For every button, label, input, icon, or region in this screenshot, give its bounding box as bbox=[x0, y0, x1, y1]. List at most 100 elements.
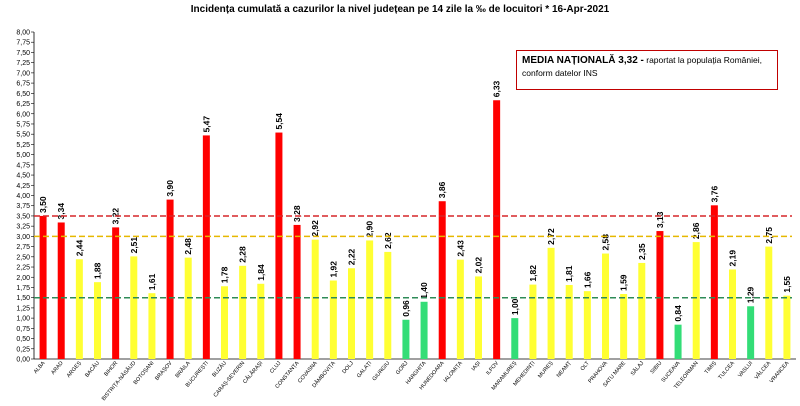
x-tick-label: BACĂU bbox=[83, 360, 101, 379]
national-average-note: MEDIA NAȚIONALĂ 3,32 - raportat la popul… bbox=[516, 50, 778, 90]
bar-teleorman bbox=[692, 242, 700, 359]
data-label: 1,00 bbox=[510, 298, 520, 315]
data-label: 2,35 bbox=[637, 243, 647, 260]
data-label: 1,66 bbox=[582, 271, 592, 288]
y-tick-label: 3,50 bbox=[16, 213, 30, 220]
y-tick-label: 7,00 bbox=[16, 70, 30, 77]
y-tick-label: 6,50 bbox=[16, 91, 30, 98]
bar-constanța bbox=[293, 224, 301, 359]
x-tick-label: GALAȚI bbox=[356, 360, 373, 379]
y-tick-label: 4,00 bbox=[16, 193, 30, 200]
x-tick-label: TULCEA bbox=[717, 360, 736, 381]
data-label: 0,96 bbox=[401, 300, 411, 317]
bar-sibiu bbox=[656, 231, 664, 359]
bar-argeș bbox=[75, 259, 83, 359]
y-tick-label: 0,25 bbox=[16, 346, 30, 353]
data-label: 2,22 bbox=[347, 248, 357, 265]
data-label: 3,50 bbox=[38, 196, 48, 213]
bar-covasna bbox=[311, 239, 319, 359]
bar-caraș-severin bbox=[239, 265, 247, 359]
x-tick-label: MUREȘ bbox=[537, 360, 555, 379]
y-tick-label: 1,50 bbox=[16, 295, 30, 302]
y-tick-label: 2,75 bbox=[16, 244, 30, 251]
bar-bistrița-năsăud bbox=[130, 256, 138, 359]
bar-prahova bbox=[602, 253, 609, 359]
data-label: 1,81 bbox=[564, 265, 574, 282]
bar-alba bbox=[39, 215, 47, 359]
data-label: 3,90 bbox=[165, 180, 175, 197]
data-label: 2,02 bbox=[474, 257, 484, 274]
x-tick-label: GORJ bbox=[395, 360, 410, 376]
data-label: 2,92 bbox=[310, 220, 320, 237]
x-tick-label: ARAD bbox=[50, 360, 64, 376]
y-tick-label: 5,00 bbox=[16, 152, 30, 159]
data-label: 1,55 bbox=[782, 276, 792, 293]
y-tick-label: 2,50 bbox=[16, 254, 30, 261]
note-bold-text: MEDIA NAȚIONALĂ 3,32 - bbox=[522, 55, 644, 66]
x-tick-label: IAȘI bbox=[471, 360, 483, 372]
y-tick-label: 5,75 bbox=[16, 121, 30, 128]
bar-bucurești bbox=[202, 135, 210, 359]
data-label: 1,40 bbox=[419, 282, 429, 299]
data-label: 1,29 bbox=[746, 286, 756, 303]
x-tick-label: SĂLAJ bbox=[629, 360, 645, 378]
x-tick-label: NEAMȚ bbox=[556, 360, 573, 379]
y-tick-label: 6,25 bbox=[16, 101, 30, 108]
data-label: 3,34 bbox=[56, 203, 66, 220]
x-tick-label: ARGEȘ bbox=[66, 360, 83, 379]
data-label: 0,84 bbox=[673, 305, 683, 322]
bar-maramureș bbox=[511, 318, 519, 359]
data-label: 1,59 bbox=[619, 274, 629, 291]
y-tick-label: 8,00 bbox=[16, 30, 30, 37]
y-tick-label: 5,25 bbox=[16, 142, 30, 149]
bar-ilfov bbox=[493, 100, 501, 359]
data-label: 2,19 bbox=[728, 250, 738, 267]
bar-vâlcea bbox=[765, 246, 773, 359]
data-label: 2,43 bbox=[455, 240, 465, 257]
data-label: 2,44 bbox=[74, 239, 84, 256]
data-label: 1,78 bbox=[220, 266, 230, 283]
bar-brăila bbox=[184, 257, 192, 359]
y-tick-label: 6,75 bbox=[16, 81, 30, 88]
y-tick-label: 5,50 bbox=[16, 132, 30, 139]
note-text-2: conform datelor INS bbox=[522, 68, 598, 78]
bar-cluj bbox=[275, 132, 283, 359]
bar-mehedinți bbox=[529, 284, 537, 359]
bar-dâmbovița bbox=[329, 280, 337, 359]
bar-vrancea bbox=[783, 295, 791, 359]
bar-mureș bbox=[547, 247, 555, 359]
x-tick-label: TIMIȘ bbox=[704, 360, 718, 375]
bar-timiș bbox=[710, 205, 718, 359]
data-label: 3,28 bbox=[292, 205, 302, 222]
data-label: 1,92 bbox=[328, 261, 338, 278]
x-tick-label: BRĂILA bbox=[174, 360, 192, 380]
y-tick-label: 2,25 bbox=[16, 265, 30, 272]
bar-harghita bbox=[420, 301, 428, 359]
bar-olt bbox=[583, 291, 591, 359]
data-label: 2,58 bbox=[601, 234, 611, 251]
x-tick-label: SIBIU bbox=[650, 360, 664, 375]
y-tick-label: 7,75 bbox=[16, 40, 30, 47]
bar-tulcea bbox=[729, 269, 736, 359]
bar-neamț bbox=[565, 285, 573, 359]
data-label: 1,88 bbox=[93, 262, 103, 279]
y-tick-label: 6,00 bbox=[16, 111, 30, 118]
bar-suceava bbox=[674, 324, 682, 359]
y-tick-label: 3,00 bbox=[16, 234, 30, 241]
data-label: 2,62 bbox=[383, 232, 393, 249]
x-tick-label: BISTRIȚA-NĂSĂUD bbox=[100, 360, 137, 402]
bar-sălaj bbox=[638, 262, 646, 359]
x-tick-label: VASLUI bbox=[737, 360, 754, 379]
bar-bihor bbox=[112, 227, 120, 359]
data-label: 1,82 bbox=[528, 265, 538, 282]
data-label: 2,75 bbox=[764, 227, 774, 244]
x-tick-label: ILFOV bbox=[485, 360, 500, 376]
data-label: 2,48 bbox=[183, 238, 193, 255]
data-label: 3,13 bbox=[655, 211, 665, 228]
bar-vaslui bbox=[747, 306, 755, 359]
bar-satu mare bbox=[620, 294, 628, 359]
y-tick-label: 1,25 bbox=[16, 305, 30, 312]
y-tick-label: 4,50 bbox=[16, 173, 30, 180]
y-tick-label: 1,75 bbox=[16, 285, 30, 292]
